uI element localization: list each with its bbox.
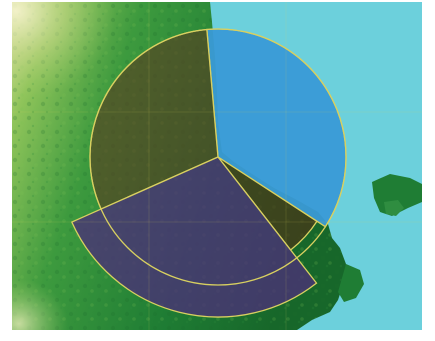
sector-south[interactable] (70, 156, 318, 318)
terrain-map[interactable] (12, 2, 422, 330)
map-canvas[interactable] (12, 2, 422, 330)
island-east (372, 174, 422, 216)
coastal-patch (338, 264, 364, 302)
graticule (12, 2, 422, 330)
island-east-small (384, 200, 404, 216)
sector-outline-circle (89, 28, 347, 286)
sector-overlay[interactable] (70, 28, 347, 318)
